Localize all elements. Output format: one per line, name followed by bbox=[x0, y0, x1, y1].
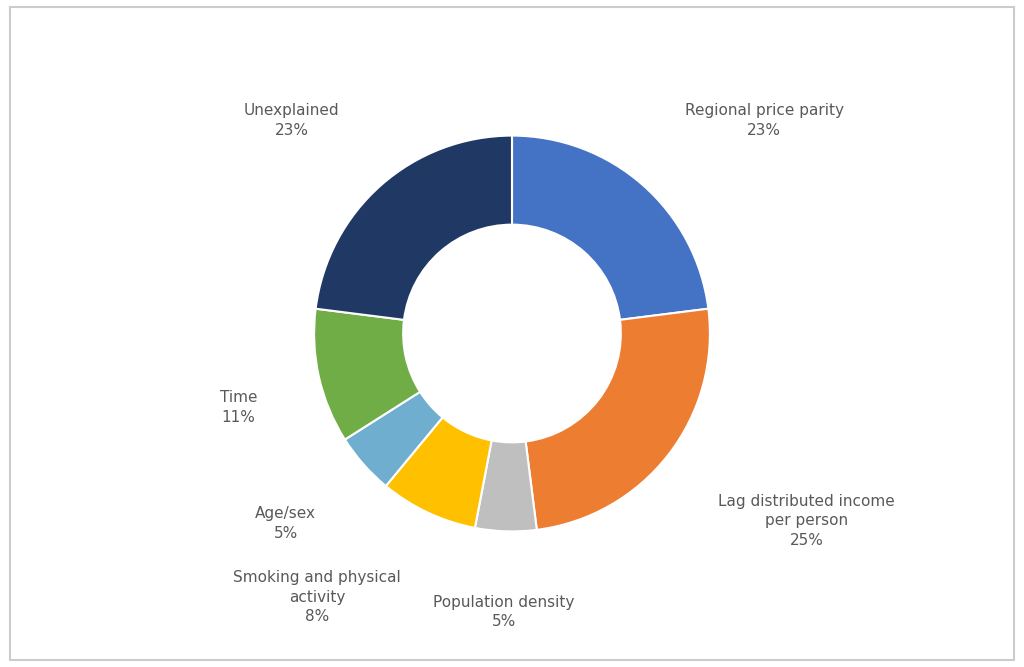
Wedge shape bbox=[315, 135, 512, 320]
Text: Age/sex
5%: Age/sex 5% bbox=[255, 506, 316, 541]
Wedge shape bbox=[525, 309, 710, 530]
Wedge shape bbox=[314, 309, 420, 440]
Text: Regional price parity
23%: Regional price parity 23% bbox=[685, 103, 844, 137]
Text: Population density
5%: Population density 5% bbox=[433, 594, 574, 630]
Text: Lag distributed income
per person
25%: Lag distributed income per person 25% bbox=[719, 494, 895, 548]
Text: Unexplained
23%: Unexplained 23% bbox=[244, 103, 339, 137]
Text: Smoking and physical
activity
8%: Smoking and physical activity 8% bbox=[233, 570, 400, 624]
Wedge shape bbox=[475, 440, 537, 532]
Text: Time
11%: Time 11% bbox=[219, 390, 257, 426]
Wedge shape bbox=[386, 418, 492, 528]
Wedge shape bbox=[345, 392, 442, 486]
Wedge shape bbox=[512, 135, 709, 320]
